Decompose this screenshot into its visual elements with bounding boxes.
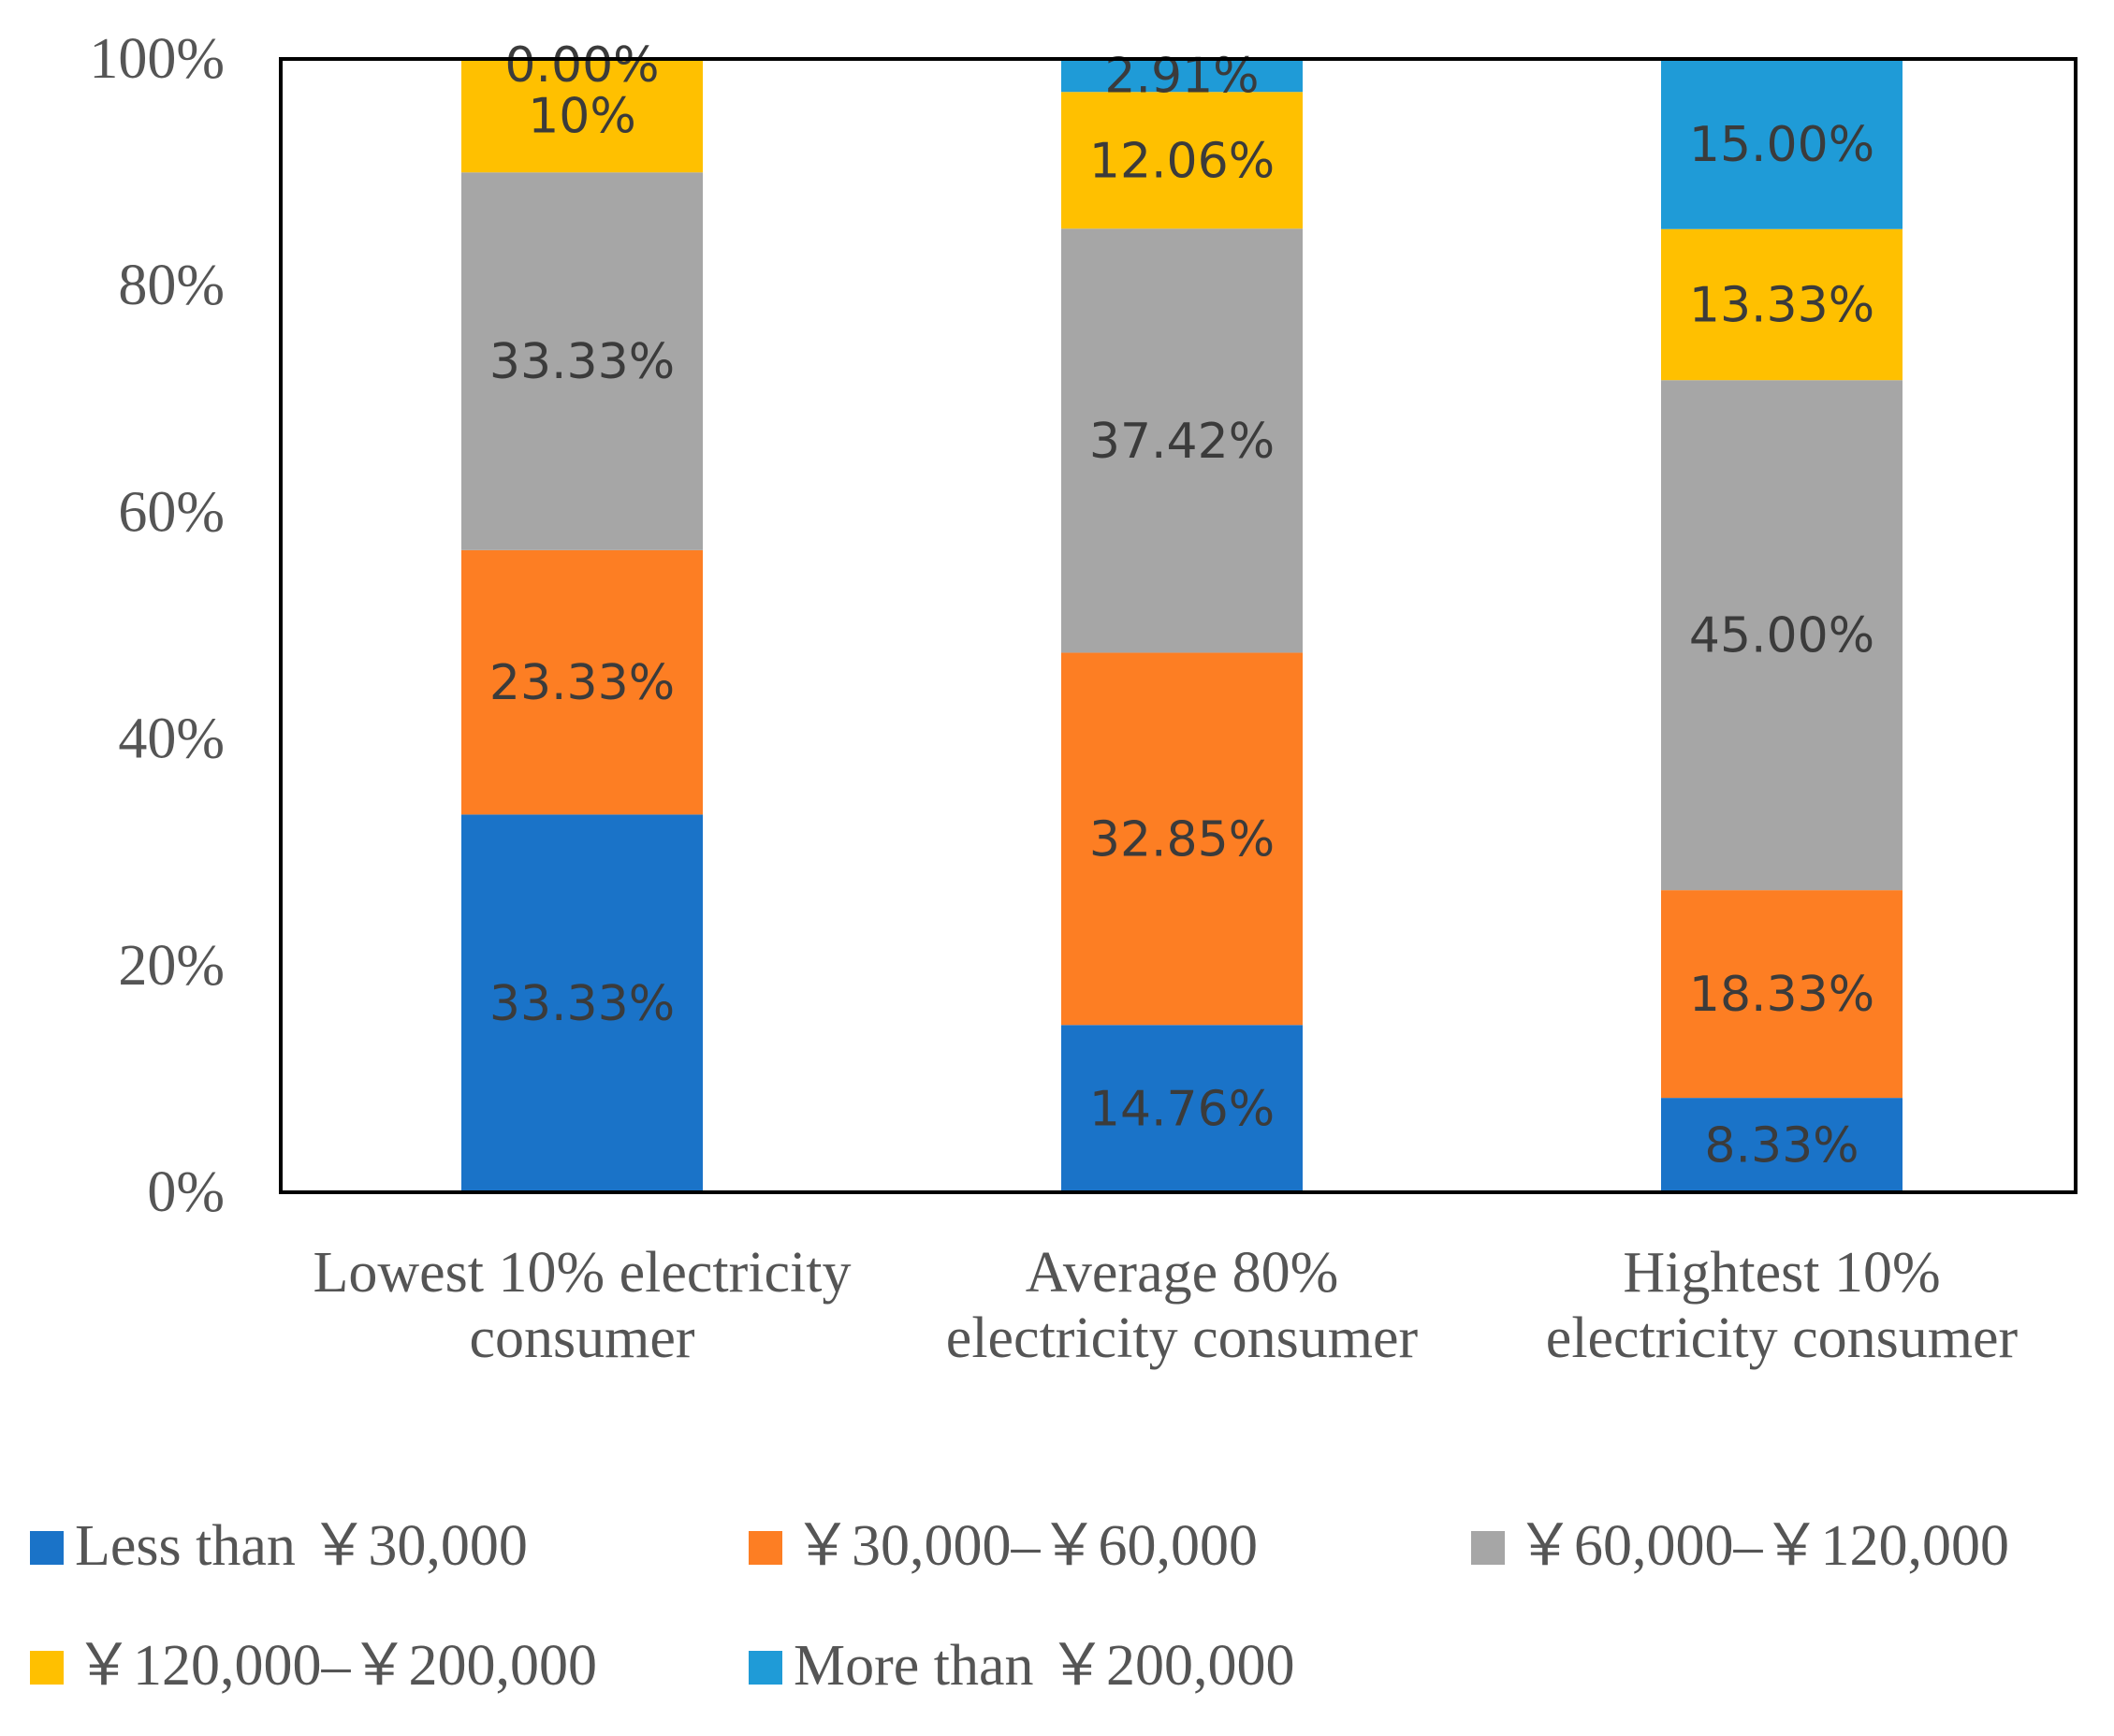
y-axis-ticks: 0% 20% 40% 60% 80% 100%	[89, 27, 225, 1224]
data-label: 0.00%	[504, 37, 659, 94]
bar-segment	[1661, 890, 1903, 1099]
category-label-line: consumer	[469, 1306, 694, 1370]
data-label: 37.42%	[1089, 414, 1275, 470]
legend-label: ￥60,000–￥120,000	[1516, 1514, 2009, 1578]
y-tick-label: 20%	[118, 934, 225, 998]
y-tick-label: 100%	[89, 27, 225, 91]
legend-label: ￥30,000–￥60,000	[794, 1514, 1258, 1578]
data-label: 14.76%	[1089, 1082, 1275, 1138]
data-label: 15.00%	[1689, 117, 1874, 173]
category-label: Lowest 10% electricity consumer	[313, 1241, 851, 1370]
data-label: 13.33%	[1689, 277, 1874, 333]
category-label-line: Hightest 10%	[1623, 1241, 1940, 1305]
bar-segment	[461, 814, 703, 1192]
data-label: 18.33%	[1689, 967, 1874, 1023]
category-label: Average 80% electricity consumer	[946, 1241, 1419, 1370]
legend-swatch	[1471, 1531, 1505, 1565]
legend: Less than ￥30,000 ￥30,000–￥60,000 ￥60,000–…	[30, 1514, 2009, 1698]
data-label: 32.85%	[1089, 811, 1275, 868]
data-label: 33.33%	[489, 976, 675, 1032]
data-label: 10%	[528, 89, 636, 145]
legend-swatch	[30, 1651, 64, 1685]
bar-segment	[1061, 228, 1303, 653]
bar-segment	[1061, 92, 1303, 229]
data-label: 8.33%	[1704, 1118, 1859, 1174]
data-label: 23.33%	[489, 655, 675, 711]
bar-segment	[1661, 59, 1903, 229]
bar-segment	[461, 172, 703, 550]
legend-swatch	[749, 1651, 782, 1685]
bar-segment	[1661, 380, 1903, 891]
data-label: 12.06%	[1089, 133, 1275, 189]
bar-segment	[1061, 652, 1303, 1026]
legend-label: ￥120,000–￥200,000	[75, 1634, 597, 1698]
bar-segment	[1061, 59, 1303, 93]
legend-swatch	[30, 1531, 64, 1565]
legend-label: Less than ￥30,000	[75, 1514, 528, 1578]
bar-segment	[461, 59, 703, 173]
category-label-line: Average 80%	[1026, 1241, 1339, 1305]
y-tick-label: 60%	[118, 480, 225, 544]
bar-segment	[461, 549, 703, 815]
legend-label: More than ￥200,000	[794, 1634, 1295, 1698]
category-labels: Lowest 10% electricity consumer Average 80…	[313, 1241, 2018, 1370]
category-label-line: Lowest 10% electricity	[313, 1241, 851, 1305]
bars	[461, 59, 1903, 1192]
data-label: 2.91%	[1104, 49, 1259, 105]
data-label: 33.33%	[489, 334, 675, 390]
y-tick-label: 0%	[147, 1160, 225, 1224]
plot-area-border	[279, 57, 2078, 1194]
legend-swatch	[749, 1531, 782, 1565]
category-label: Hightest 10% electricity consumer	[1546, 1241, 2019, 1370]
category-label-line: electricity consumer	[1546, 1306, 2019, 1370]
bar-segment	[1661, 1098, 1903, 1192]
bar-segment	[1661, 228, 1903, 381]
y-tick-label: 80%	[118, 254, 225, 317]
data-label: 45.00%	[1689, 608, 1874, 664]
category-label-line: electricity consumer	[946, 1306, 1419, 1370]
y-tick-label: 40%	[118, 708, 225, 771]
bar-segment	[1061, 1025, 1303, 1192]
